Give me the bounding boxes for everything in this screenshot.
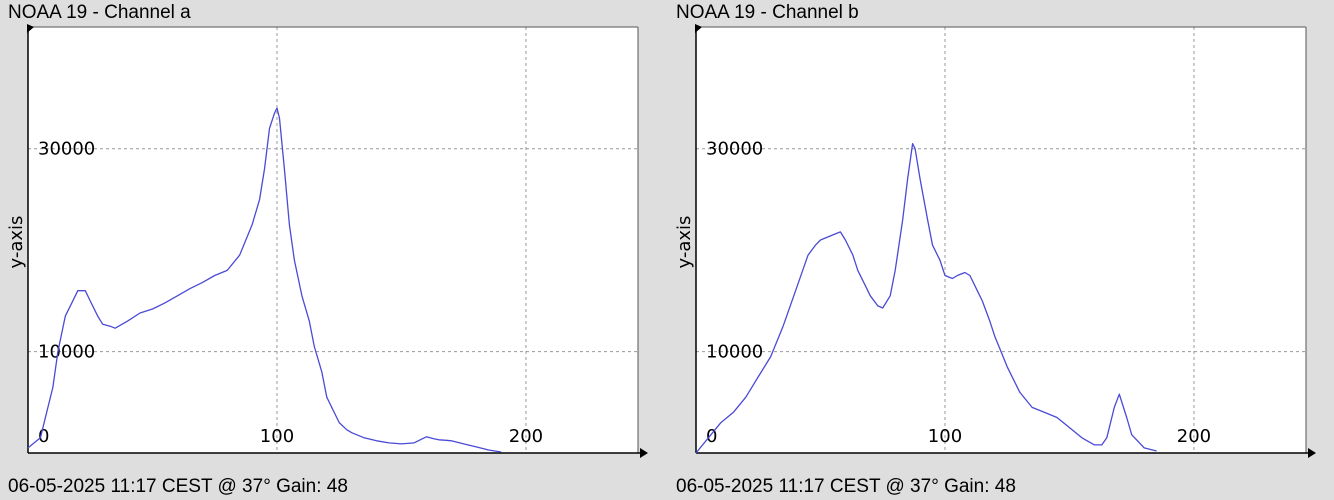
x-tick-label: 0 [706, 426, 717, 447]
y-tick-label: 30000 [38, 139, 95, 160]
plot-area: 0 100 200 10000 30000 y-axis [674, 24, 1316, 458]
chart-title: NOAA 19 - Channel b [676, 2, 859, 23]
series-line [27, 107, 502, 453]
chart-footer: 06-05-2025 11:17 CEST @ 37° Gain: 48 [676, 476, 1016, 497]
y-axis-title: y-axis [6, 216, 27, 269]
y-axis-title: y-axis [674, 216, 695, 269]
chart-panel-channel-a: NOAA 19 - Channel a 0 100 200 10000 30000 y-a… [0, 0, 660, 500]
chart-footer: 06-05-2025 11:17 CEST @ 37° Gain: 48 [8, 476, 348, 497]
y-axis-arrow [27, 24, 34, 33]
plot-background [28, 27, 638, 453]
series-line [695, 142, 1157, 454]
y-tick-label: 10000 [38, 342, 95, 363]
plot-area: 0 100 200 10000 30000 y-axis [6, 24, 648, 458]
x-axis-arrow [640, 448, 648, 458]
x-axis-arrow [1308, 448, 1316, 458]
x-tick-label: 200 [509, 426, 543, 447]
chart-title: NOAA 19 - Channel a [8, 2, 191, 23]
chart-panel-channel-b: NOAA 19 - Channel b 0 100 200 10000 30000 y-a… [668, 0, 1328, 500]
x-tick-label: 200 [1177, 426, 1211, 447]
x-tick-label: 100 [260, 426, 294, 447]
x-tick-label: 100 [928, 426, 962, 447]
y-tick-label: 30000 [706, 139, 763, 160]
y-tick-label: 10000 [706, 342, 763, 363]
plot-background [696, 27, 1306, 453]
x-tick-label: 0 [38, 426, 49, 447]
y-axis-arrow [695, 24, 702, 33]
